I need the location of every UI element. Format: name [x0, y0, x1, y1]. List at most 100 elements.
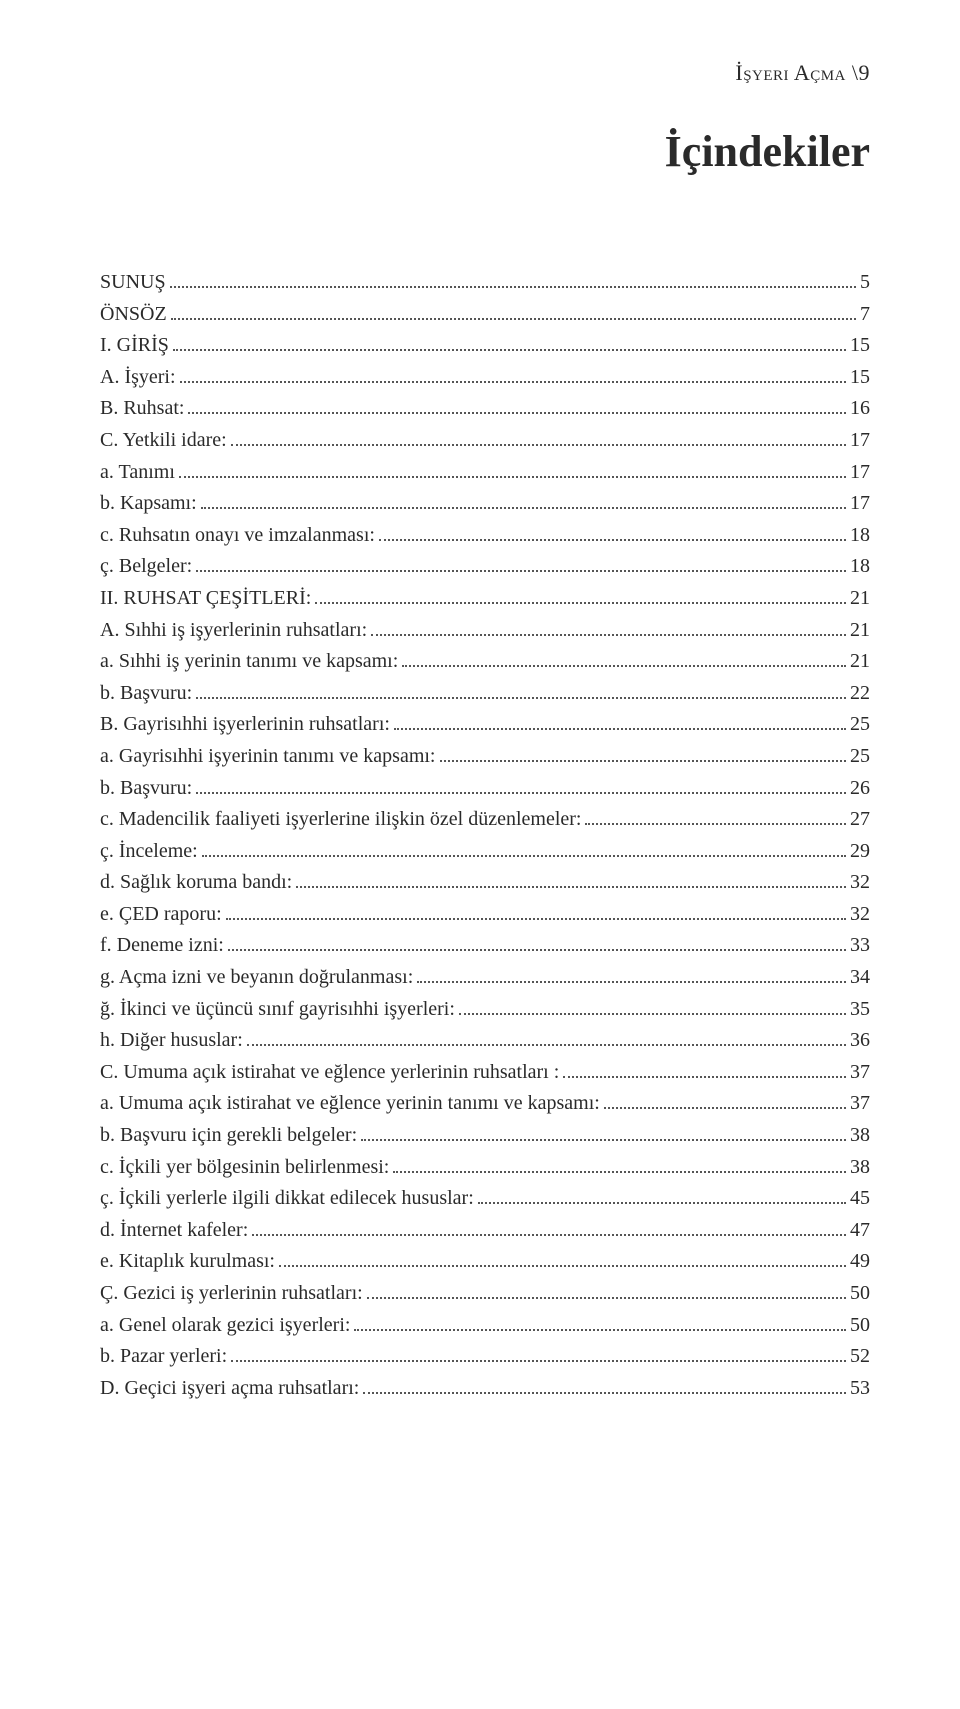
toc-entry: b. Kapsamı: 17 — [100, 488, 870, 520]
toc-entry: a. Gayrisıhhi işyerinin tanımı ve kapsam… — [100, 741, 870, 773]
toc-entry: e. Kitaplık kurulması: 49 — [100, 1246, 870, 1278]
toc-entry-page: 53 — [850, 1373, 870, 1405]
toc-entry: e. ÇED raporu: 32 — [100, 899, 870, 931]
toc-entry-page: 21 — [850, 646, 870, 678]
toc-leader-dots — [440, 760, 847, 762]
toc-entry-label: g. Açma izni ve beyanın doğrulanması: — [100, 962, 413, 994]
toc-entry-page: 37 — [850, 1057, 870, 1089]
toc-entry-label: a. Tanımı — [100, 457, 175, 489]
toc-leader-dots — [402, 665, 846, 667]
toc-entry: c. İçkili yer bölgesinin belirlenmesi: 38 — [100, 1152, 870, 1184]
toc-entry-label: SUNUŞ — [100, 267, 166, 299]
toc-leader-dots — [363, 1392, 846, 1394]
toc-leader-dots — [231, 1360, 846, 1362]
toc-entry: a. Sıhhi iş yerinin tanımı ve kapsamı:21 — [100, 646, 870, 678]
toc-entry-page: 25 — [850, 741, 870, 773]
toc-leader-dots — [179, 476, 846, 478]
toc-entry-label: II. RUHSAT ÇEŞİTLERİ: — [100, 583, 311, 615]
toc-entry-page: 25 — [850, 709, 870, 741]
toc-entry-label: I. GİRİŞ — [100, 330, 169, 362]
toc-entry-page: 15 — [850, 362, 870, 394]
toc-entry: h. Diğer hususlar: 36 — [100, 1025, 870, 1057]
toc-entry-page: 50 — [850, 1310, 870, 1342]
toc-entry-page: 52 — [850, 1341, 870, 1373]
toc-entry: b. Başvuru için gerekli belgeler: 38 — [100, 1120, 870, 1152]
toc-entry-page: 38 — [850, 1120, 870, 1152]
toc-entry-label: f. Deneme izni: — [100, 930, 224, 962]
toc-entry-page: 17 — [850, 488, 870, 520]
toc-entry: B. Gayrisıhhi işyerlerinin ruhsatları:25 — [100, 709, 870, 741]
toc-entry: d. İnternet kafeler:47 — [100, 1215, 870, 1247]
toc-leader-dots — [604, 1107, 846, 1109]
toc-entry: a. Umuma açık istirahat ve eğlence yerin… — [100, 1088, 870, 1120]
toc-entry-page: 32 — [850, 899, 870, 931]
toc-entry-label: b. Başvuru için gerekli belgeler: — [100, 1120, 357, 1152]
toc-entry-page: 35 — [850, 994, 870, 1026]
toc-entry-label: d. Sağlık koruma bandı: — [100, 867, 292, 899]
toc-entry-page: 27 — [850, 804, 870, 836]
toc-entry-page: 17 — [850, 425, 870, 457]
toc-entry-page: 5 — [860, 267, 870, 299]
toc-entry-page: 29 — [850, 836, 870, 868]
toc-entry: c. Madencilik faaliyeti işyerlerine iliş… — [100, 804, 870, 836]
toc-leader-dots — [393, 1171, 846, 1173]
toc-leader-dots — [296, 886, 846, 888]
toc-leader-dots — [170, 286, 856, 288]
toc-leader-dots — [180, 381, 846, 383]
toc-entry-page: 26 — [850, 773, 870, 805]
toc-leader-dots — [585, 823, 846, 825]
toc-entry: SUNUŞ 5 — [100, 267, 870, 299]
toc-entry-page: 49 — [850, 1246, 870, 1278]
toc-entry-page: 21 — [850, 583, 870, 615]
toc-entry: ğ. İkinci ve üçüncü sınıf gayrisıhhi işy… — [100, 994, 870, 1026]
toc-entry-label: c. İçkili yer bölgesinin belirlenmesi: — [100, 1152, 389, 1184]
toc-leader-dots — [228, 949, 846, 951]
header-label: İşyeri Açma \9 — [100, 60, 870, 86]
toc-entry: a. Genel olarak gezici işyerleri:50 — [100, 1310, 870, 1342]
toc-entry: B. Ruhsat:16 — [100, 393, 870, 425]
toc-entry: A. Sıhhi iş işyerlerinin ruhsatları: 21 — [100, 615, 870, 647]
toc-entry-label: e. Kitaplık kurulması: — [100, 1246, 275, 1278]
toc-leader-dots — [394, 728, 846, 730]
toc-entry-label: A. Sıhhi iş işyerlerinin ruhsatları: — [100, 615, 367, 647]
table-of-contents: SUNUŞ5ÖNSÖZ7I. GİRİŞ15A. İşyeri:15B. Ruh… — [100, 267, 870, 1404]
toc-entry-label: ç. İnceleme: — [100, 836, 198, 868]
page-title: İçindekiler — [100, 126, 870, 177]
toc-entry-label: b. Kapsamı: — [100, 488, 197, 520]
toc-entry: C. Yetkili idare:17 — [100, 425, 870, 457]
toc-leader-dots — [478, 1202, 846, 1204]
toc-entry: ç. Belgeler:18 — [100, 551, 870, 583]
toc-entry-label: c. Madencilik faaliyeti işyerlerine iliş… — [100, 804, 581, 836]
toc-entry-page: 37 — [850, 1088, 870, 1120]
toc-leader-dots — [371, 634, 846, 636]
toc-entry: II. RUHSAT ÇEŞİTLERİ: 21 — [100, 583, 870, 615]
toc-entry-page: 33 — [850, 930, 870, 962]
toc-entry-label: e. ÇED raporu: — [100, 899, 222, 931]
toc-entry-page: 21 — [850, 615, 870, 647]
toc-entry-label: A. İşyeri: — [100, 362, 176, 394]
toc-entry: b. Başvuru: 26 — [100, 773, 870, 805]
toc-entry-page: 16 — [850, 393, 870, 425]
toc-leader-dots — [196, 697, 846, 699]
toc-entry-label: ç. İçkili yerlerle ilgili dikkat edilece… — [100, 1183, 474, 1215]
toc-leader-dots — [367, 1297, 846, 1299]
toc-entry-label: b. Başvuru: — [100, 678, 192, 710]
toc-entry-page: 38 — [850, 1152, 870, 1184]
toc-leader-dots — [417, 981, 846, 983]
toc-entry-page: 32 — [850, 867, 870, 899]
toc-entry-label: ÖNSÖZ — [100, 299, 167, 331]
toc-entry: b. Pazar yerleri:52 — [100, 1341, 870, 1373]
toc-entry-label: D. Geçici işyeri açma ruhsatları: — [100, 1373, 359, 1405]
toc-leader-dots — [231, 444, 846, 446]
toc-entry: a. Tanımı17 — [100, 457, 870, 489]
toc-entry-label: ç. Belgeler: — [100, 551, 192, 583]
toc-leader-dots — [361, 1139, 846, 1141]
toc-entry-label: b. Başvuru: — [100, 773, 192, 805]
toc-entry-label: h. Diğer hususlar: — [100, 1025, 243, 1057]
toc-entry-page: 22 — [850, 678, 870, 710]
toc-leader-dots — [196, 570, 846, 572]
toc-leader-dots — [315, 602, 846, 604]
toc-entry-page: 36 — [850, 1025, 870, 1057]
toc-entry: A. İşyeri: 15 — [100, 362, 870, 394]
toc-entry: c. Ruhsatın onayı ve imzalanması:18 — [100, 520, 870, 552]
